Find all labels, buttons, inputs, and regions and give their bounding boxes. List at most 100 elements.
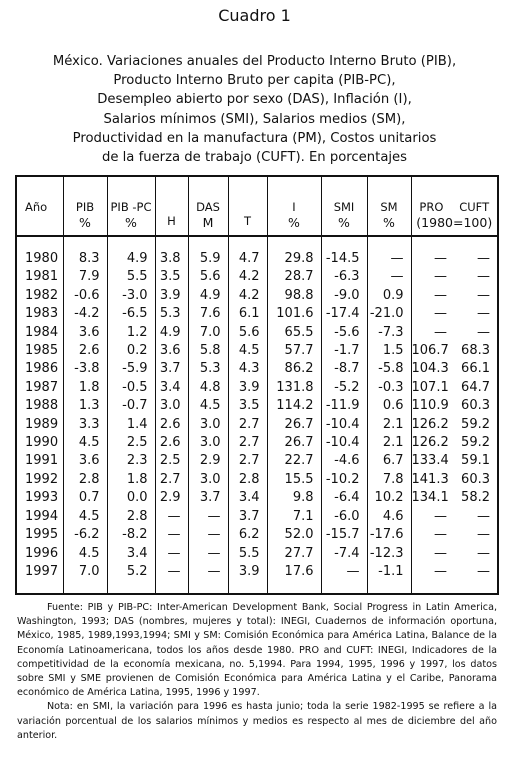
value-cell: 6.1 — [227, 305, 267, 324]
value-cell: -5.9 — [106, 360, 155, 379]
table-row: 1980 8.3 4.9 3.8 5.9 4.7 29.8 -14.5— — — — [16, 236, 498, 269]
value-cell: 26.7 — [266, 434, 321, 453]
value-cell: — — [187, 544, 228, 563]
value-cell: -5.2 — [320, 378, 367, 398]
header-cell: PIB -PC% — [106, 176, 155, 237]
table-row: 1995 -6.2 -8.2— —6.2 52.0 -15.7 -17.6— — — [16, 526, 498, 545]
value-cell: -6.5 — [106, 305, 155, 324]
value-cell: -5.8 — [366, 360, 411, 379]
table-row: 1990 4.5 2.5 2.6 3.0 2.7 26.7 -10.4 2.1 126.2 59.2 — [16, 434, 498, 453]
value-cell: 68.3 — [461, 343, 490, 359]
value-cell: 59.2 — [461, 435, 490, 451]
value-cell: — — [154, 562, 188, 595]
title: Cuadro 1 — [218, 6, 291, 25]
value-cell: 4.5 — [187, 397, 228, 416]
value-cell: — — [410, 562, 454, 595]
value-cell: 126.2 — [410, 415, 454, 435]
value-cell: 4.7 — [227, 236, 267, 269]
header-text: DAS — [196, 200, 220, 214]
value-cell: 3.5 — [154, 268, 188, 287]
header-cell: PIB% — [62, 176, 107, 237]
table-row: 1985 2.6 0.2 3.6 5.8 4.5 57.7 -1.7 1.5 106.7 68.3 — [16, 342, 498, 361]
value-cell: -17.6 — [366, 526, 411, 545]
value-cell: 22.7 — [266, 452, 321, 471]
value-cell: 2.7 — [227, 434, 267, 453]
value-cell: 110.9 — [410, 397, 454, 416]
value-cell: -12.3 — [366, 544, 411, 563]
value-cell: 3.7 — [187, 489, 228, 508]
value-cell: 1.8 — [62, 378, 107, 398]
value-cell: 4.9 — [154, 323, 188, 343]
value-cell: -10.4 — [320, 415, 367, 435]
header-cell: SM% — [366, 176, 411, 237]
value-cell: 2.5 — [154, 452, 188, 471]
value-cell: 0.7 — [62, 489, 107, 508]
value-cell: — — [410, 507, 454, 527]
value-cell: 52.0 — [266, 526, 321, 545]
value-cell: 1.5 — [366, 342, 411, 361]
year-cell: 1980 — [25, 251, 59, 266]
value-cell: 104.3 — [410, 360, 454, 379]
data-table: Año PIB% PIB -PC% H DAS M T I% SMI% SM% P… — [15, 175, 499, 596]
value-cell: -0.5 — [106, 378, 155, 398]
value-cell: 3.4 — [106, 544, 155, 563]
value-cell: — — [366, 268, 411, 287]
value-cell: 4.3 — [227, 360, 267, 379]
value-cell: 27.7 — [266, 544, 321, 563]
value-cell: 3.9 — [154, 286, 188, 306]
value-cell: -6.0 — [320, 507, 367, 527]
value-cell: 65.5 — [266, 323, 321, 343]
value-cell: -8.2 — [106, 526, 155, 545]
value-cell: 57.7 — [266, 342, 321, 361]
value-cell: 0.0 — [106, 489, 155, 508]
subtitle-line: de la fuerza de trabajo (CUFT). En porce… — [101, 150, 408, 166]
value-cell: 2.7 — [227, 415, 267, 435]
year-cell: 1985 — [25, 343, 59, 359]
year-cell: 1988 — [25, 398, 59, 414]
value-cell: 7.9 — [62, 268, 107, 287]
table-row: 1994 4.5 2.8— —3.7 7.1 -6.0 4.6— — — [16, 507, 498, 527]
table-row: 1986 -3.8 -5.9 3.7 5.3 4.3 86.2 -8.7 -5.8 104.3 66… — [16, 360, 498, 379]
value-cell: 101.6 — [266, 305, 321, 324]
value-cell: 6.2 — [227, 526, 267, 545]
value-cell: 3.0 — [187, 415, 228, 435]
value-cell: 86.2 — [266, 360, 321, 379]
year-cell: 1996 — [25, 545, 59, 561]
table-row: 1989 3.3 1.4 2.6 3.0 2.7 26.7 -10.4 2.1 126.2 59.2 — [16, 415, 498, 435]
value-cell: 126.2 — [410, 434, 454, 453]
header-unit: % — [125, 215, 137, 230]
value-cell: 4.5 — [227, 342, 267, 361]
value-cell: — — [477, 306, 490, 322]
table-row: 1981 7.9 5.5 3.5 5.6 4.2 28.7 -6.3— — — — [16, 268, 498, 287]
value-cell: 3.4 — [227, 489, 267, 508]
note: Nota: en SMI, la variación para 1996 es … — [17, 701, 497, 741]
value-cell: 3.6 — [62, 323, 107, 343]
header-text: T — [243, 214, 252, 228]
value-cell: 15.5 — [266, 470, 321, 490]
value-cell: 0.9 — [366, 286, 411, 306]
value-cell: -21.0 — [366, 305, 411, 324]
value-cell: 66.1 — [461, 361, 490, 377]
value-cell: 9.8 — [266, 489, 321, 508]
value-cell: 3.9 — [227, 378, 267, 398]
header-unit: (1980=100) — [416, 215, 493, 230]
value-cell: 3.6 — [62, 452, 107, 471]
year-cell: 1982 — [25, 287, 59, 303]
value-cell: 0.6 — [366, 397, 411, 416]
value-cell: — — [187, 507, 228, 527]
subtitle-line: Productividad en la manufactura (PM), Co… — [72, 130, 437, 146]
value-cell: 3.0 — [187, 470, 228, 490]
value-cell: -0.6 — [62, 286, 107, 306]
header-text: PIB — [75, 200, 95, 214]
footnotes: Fuente: PIB y PIB-PC: Inter-American Dev… — [17, 601, 497, 743]
subtitle: México. Variaciones anuales del Producto… — [0, 52, 509, 167]
value-cell: -5.6 — [320, 323, 367, 343]
value-cell: 7.8 — [366, 470, 411, 490]
table-row: 1996 4.5 3.4— —5.5 27.7 -7.4 -12.3— — — [16, 544, 498, 563]
value-cell: -4.6 — [320, 452, 367, 471]
value-cell: 5.5 — [106, 268, 155, 287]
value-cell: -8.7 — [320, 360, 367, 379]
value-cell: 4.9 — [106, 236, 155, 269]
value-cell: 133.4 — [410, 452, 454, 471]
year-cell: 1986 — [25, 361, 59, 377]
